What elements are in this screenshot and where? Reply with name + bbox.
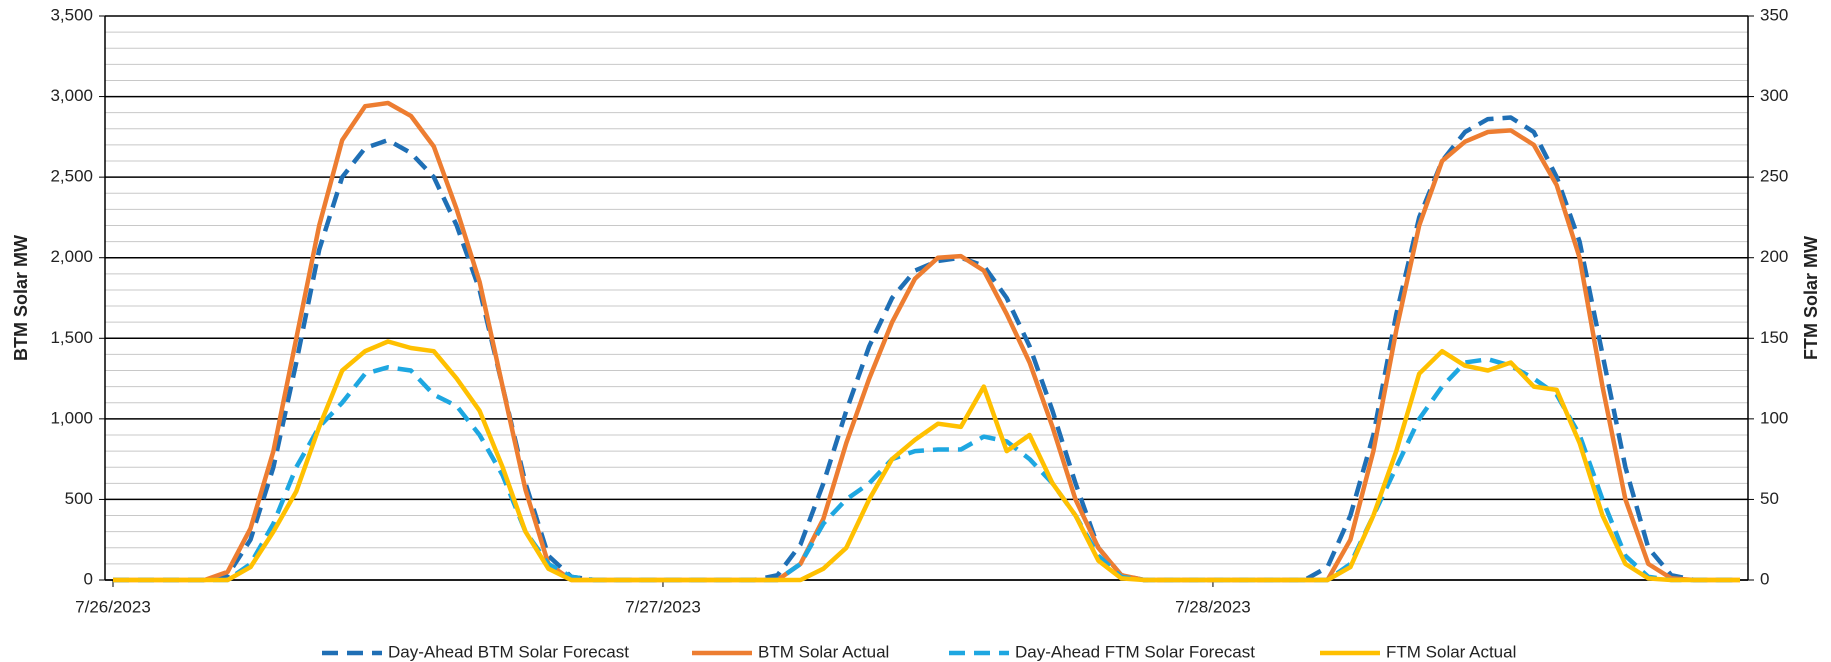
y2-tick-label: 200 bbox=[1760, 247, 1788, 266]
legend-label: FTM Solar Actual bbox=[1386, 642, 1516, 661]
y-tick-label: 1,500 bbox=[50, 328, 93, 347]
y-tick-label: 2,000 bbox=[50, 247, 93, 266]
x-tick-label: 7/28/2023 bbox=[1175, 597, 1251, 616]
y-tick-label: 500 bbox=[65, 489, 93, 508]
y2-axis-title: FTM Solar MW bbox=[1801, 236, 1821, 360]
series-line bbox=[113, 356, 1740, 583]
series-line bbox=[113, 100, 1740, 583]
y2-tick-label: 100 bbox=[1760, 408, 1788, 427]
y-tick-label: 3,000 bbox=[50, 86, 93, 105]
y2-tick-label: 50 bbox=[1760, 489, 1779, 508]
y-tick-label: 0 bbox=[84, 569, 93, 588]
series-line bbox=[113, 115, 1740, 583]
y-tick-label: 1,000 bbox=[50, 408, 93, 427]
y-axis-title: BTM Solar MW bbox=[11, 235, 31, 361]
y2-tick-label: 150 bbox=[1760, 328, 1788, 347]
y2-tick-label: 0 bbox=[1760, 569, 1769, 588]
y-tick-label: 2,500 bbox=[50, 167, 93, 186]
y2-tick-label: 250 bbox=[1760, 167, 1788, 186]
y2-tick-label: 300 bbox=[1760, 86, 1788, 105]
y2-tick-label: 350 bbox=[1760, 5, 1788, 24]
y-tick-label: 3,500 bbox=[50, 5, 93, 24]
legend-label: BTM Solar Actual bbox=[758, 642, 889, 661]
legend-label: Day-Ahead BTM Solar Forecast bbox=[388, 642, 629, 661]
legend-label: Day-Ahead FTM Solar Forecast bbox=[1015, 642, 1255, 661]
series-line bbox=[113, 339, 1740, 583]
x-tick-label: 7/26/2023 bbox=[75, 597, 151, 616]
x-tick-label: 7/27/2023 bbox=[625, 597, 701, 616]
